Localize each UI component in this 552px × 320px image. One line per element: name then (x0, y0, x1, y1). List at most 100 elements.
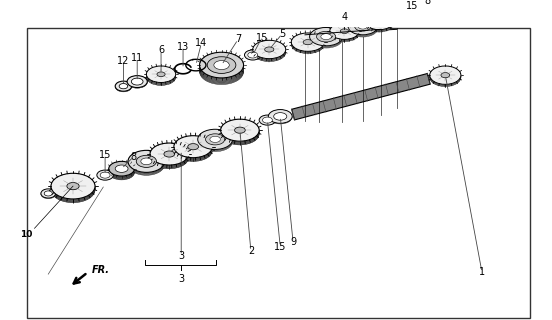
Ellipse shape (119, 84, 128, 89)
Ellipse shape (198, 131, 232, 151)
Text: 11: 11 (131, 53, 144, 63)
Ellipse shape (274, 113, 287, 120)
Text: 6: 6 (158, 45, 164, 55)
Ellipse shape (205, 134, 225, 145)
Ellipse shape (310, 28, 343, 46)
Ellipse shape (128, 153, 164, 175)
Ellipse shape (259, 115, 275, 125)
Ellipse shape (268, 110, 292, 124)
Ellipse shape (400, 3, 424, 17)
Ellipse shape (150, 144, 189, 166)
Text: 7: 7 (235, 34, 241, 44)
Ellipse shape (310, 28, 343, 46)
Ellipse shape (97, 170, 113, 180)
Ellipse shape (429, 68, 461, 86)
Ellipse shape (174, 136, 213, 158)
Ellipse shape (150, 146, 189, 168)
Ellipse shape (200, 56, 243, 82)
Ellipse shape (200, 52, 243, 78)
Ellipse shape (200, 58, 243, 84)
Ellipse shape (174, 138, 213, 160)
Ellipse shape (291, 33, 324, 51)
Ellipse shape (136, 155, 156, 167)
Ellipse shape (210, 136, 220, 142)
Ellipse shape (268, 109, 292, 123)
Ellipse shape (146, 69, 176, 85)
Ellipse shape (174, 139, 213, 161)
Text: 2: 2 (248, 246, 254, 256)
Ellipse shape (429, 67, 461, 85)
Ellipse shape (365, 14, 393, 30)
Ellipse shape (51, 173, 95, 199)
Ellipse shape (174, 137, 213, 159)
Ellipse shape (253, 40, 286, 59)
Ellipse shape (316, 31, 336, 42)
Ellipse shape (146, 68, 176, 84)
Ellipse shape (51, 174, 95, 200)
Ellipse shape (341, 29, 348, 34)
Ellipse shape (330, 24, 359, 41)
Ellipse shape (214, 60, 229, 69)
Ellipse shape (174, 136, 213, 158)
Ellipse shape (253, 41, 286, 60)
Ellipse shape (429, 66, 461, 84)
Ellipse shape (146, 66, 176, 83)
Ellipse shape (400, 6, 424, 20)
Ellipse shape (198, 129, 232, 149)
Ellipse shape (150, 145, 189, 166)
Ellipse shape (41, 189, 56, 198)
Ellipse shape (115, 81, 132, 91)
Text: 12: 12 (117, 56, 130, 67)
Ellipse shape (441, 73, 450, 78)
Ellipse shape (348, 18, 378, 35)
Ellipse shape (128, 152, 164, 174)
Ellipse shape (310, 30, 343, 48)
Ellipse shape (348, 20, 378, 37)
Ellipse shape (221, 121, 259, 143)
Ellipse shape (321, 34, 331, 40)
Ellipse shape (429, 68, 461, 86)
Polygon shape (291, 74, 430, 120)
Ellipse shape (253, 43, 286, 61)
Ellipse shape (141, 158, 152, 165)
Text: 14: 14 (195, 38, 208, 48)
Ellipse shape (146, 67, 176, 83)
Ellipse shape (221, 121, 259, 143)
Ellipse shape (264, 47, 274, 52)
Ellipse shape (51, 176, 95, 202)
Ellipse shape (157, 72, 165, 76)
Ellipse shape (51, 175, 95, 200)
Ellipse shape (291, 34, 324, 52)
Text: 8: 8 (130, 152, 136, 162)
Ellipse shape (400, 7, 424, 21)
Ellipse shape (390, 11, 407, 20)
Ellipse shape (109, 162, 135, 177)
Ellipse shape (235, 127, 245, 133)
Ellipse shape (400, 5, 424, 20)
Ellipse shape (400, 5, 424, 19)
Ellipse shape (150, 147, 189, 169)
Ellipse shape (127, 76, 147, 88)
Ellipse shape (355, 22, 371, 31)
Ellipse shape (164, 151, 174, 157)
Ellipse shape (200, 56, 243, 81)
Text: 15: 15 (99, 150, 112, 160)
Ellipse shape (262, 117, 272, 123)
Ellipse shape (221, 120, 259, 142)
Ellipse shape (150, 143, 189, 165)
Ellipse shape (128, 150, 164, 172)
Ellipse shape (375, 20, 383, 24)
Ellipse shape (394, 13, 404, 18)
Text: 9: 9 (290, 237, 296, 247)
Ellipse shape (200, 59, 243, 84)
Text: 4: 4 (341, 12, 348, 22)
Ellipse shape (221, 122, 259, 144)
Ellipse shape (188, 144, 199, 150)
Ellipse shape (174, 139, 213, 161)
Ellipse shape (67, 182, 79, 190)
Ellipse shape (303, 40, 312, 45)
Ellipse shape (115, 82, 132, 92)
Ellipse shape (348, 20, 378, 36)
Ellipse shape (330, 25, 359, 42)
Ellipse shape (51, 175, 95, 201)
